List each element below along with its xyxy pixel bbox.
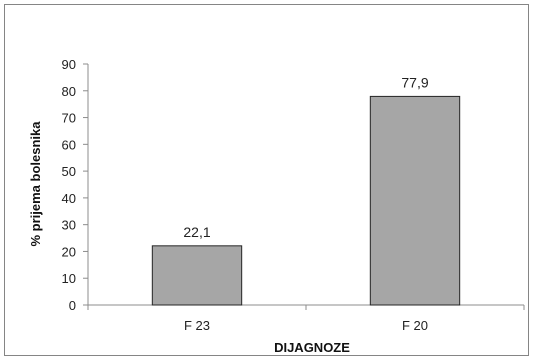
y-tick-label: 60 [62,137,76,152]
data-label: 22,1 [183,224,210,240]
x-tick-label: F 20 [402,318,428,333]
y-tick-label: 20 [62,244,76,259]
x-axis: F 23 F 20 [87,304,525,333]
y-axis-title: % prijema bolesnika [28,121,43,247]
bar [369,95,461,306]
y-tick-label: 40 [62,191,76,206]
y-tick-label: 50 [62,164,76,179]
x-tick-label: F 23 [184,318,210,333]
y-tick-label: 90 [62,57,76,72]
y-axis: 0 10 20 30 40 50 60 70 80 90 [62,57,89,313]
y-tick-label: 80 [62,84,76,99]
y-tick-label: 70 [62,111,76,126]
data-labels: 22,1 77,9 [183,74,428,239]
y-tick-label: 30 [62,218,76,233]
y-tick-label: 10 [62,271,76,286]
bar [151,245,243,306]
bars [151,95,461,306]
data-label: 77,9 [401,74,428,90]
y-tick-label: 0 [69,298,76,313]
x-axis-title: DIJAGNOZE [274,340,350,355]
